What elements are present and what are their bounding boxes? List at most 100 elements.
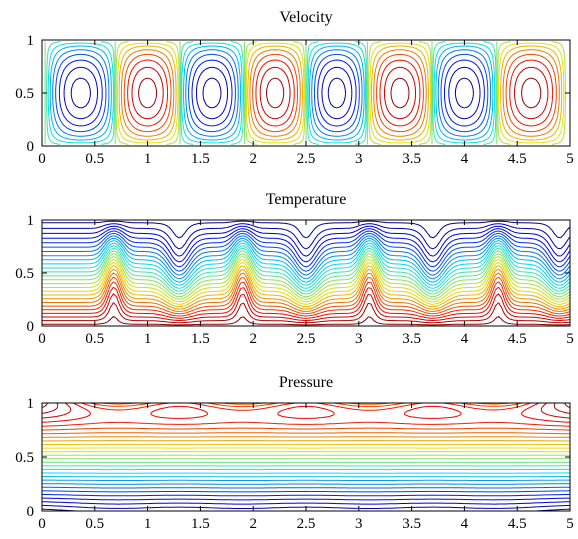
- pressure-contour-level: [42, 493, 570, 497]
- pressure-x-tick-label: 2.5: [297, 516, 316, 532]
- pressure-y-tick-label: 0.5: [15, 450, 34, 466]
- temperature-y-tick-label: 0.5: [15, 266, 34, 282]
- velocity-x-tick-label: 3.5: [402, 151, 421, 167]
- velocity-contour-level: [115, 41, 566, 145]
- velocity-contour-level: [49, 45, 494, 141]
- pressure-contour-level: [42, 483, 570, 485]
- temperature-y-tick-label: 1: [27, 213, 35, 229]
- pressure-contour-level: [42, 504, 570, 509]
- pressure-x-tick-label: 4: [461, 516, 469, 532]
- velocity-contour-level: [46, 41, 497, 145]
- pressure-contour-level: [42, 403, 570, 435]
- pressure-contour-level: [42, 403, 570, 419]
- temperature-x-tick-label: 0.5: [85, 331, 104, 347]
- velocity-contour-level: [118, 45, 563, 141]
- temperature-contour-level: [42, 293, 570, 321]
- temperature-contour-level: [42, 253, 570, 298]
- temperature-contour-level: [42, 237, 570, 280]
- pressure-contour-level: [42, 490, 570, 493]
- pressure-x-tick-label: 0: [38, 516, 46, 532]
- pressure-contour-level: [42, 486, 570, 489]
- pressure-contour-level: [42, 501, 570, 505]
- velocity-x-tick-label: 4.5: [508, 151, 527, 167]
- temperature-contour-level: [42, 247, 570, 292]
- velocity-x-tick-label: 5: [566, 151, 574, 167]
- temperature-x-tick-label: 5: [566, 331, 574, 347]
- velocity-x-tick-label: 0.5: [85, 151, 104, 167]
- temperature-contour-level: [42, 232, 570, 272]
- temperature-x-tick-label: 1: [144, 331, 152, 347]
- temperature-contour-level: [42, 228, 570, 263]
- velocity-contour-level: [63, 66, 481, 120]
- temperature-contours: [42, 220, 570, 326]
- velocity-x-tick-label: 2: [249, 151, 257, 167]
- velocity-y-tick-label: 0.5: [15, 86, 34, 102]
- temperature-contour-level: [42, 250, 570, 295]
- velocity-contour-level: [55, 53, 489, 133]
- velocity-contour-level: [120, 49, 560, 137]
- temperature-contour-level: [42, 258, 570, 303]
- velocity-contour-level: [52, 49, 492, 137]
- velocity-contour-level: [116, 42, 565, 144]
- velocity-contour-level: [44, 41, 498, 145]
- velocity-contour-level: [138, 77, 542, 109]
- velocity-contour-level: [127, 59, 554, 127]
- pressure-x-tick-label: 3.5: [402, 516, 421, 532]
- temperature-contour-level: [42, 223, 570, 250]
- temperature-x-tick-label: 3.5: [402, 331, 421, 347]
- temperature-y-tick-label: 0: [27, 319, 35, 335]
- temperature-contour-level: [42, 265, 570, 308]
- temperature-x-tick-label: 1.5: [191, 331, 210, 347]
- velocity-title: Velocity: [279, 9, 332, 26]
- pressure-title: Pressure: [279, 374, 333, 391]
- pressure-axes-frame: [41, 402, 571, 512]
- velocity-contour-level: [58, 59, 485, 127]
- temperature-contour-level: [42, 255, 570, 300]
- pressure-x-tick-label: 0.5: [85, 516, 104, 532]
- temperature-x-tick-label: 4: [461, 331, 469, 347]
- pressure-contour-level: [42, 403, 570, 414]
- temperature-contour-level: [42, 240, 570, 283]
- velocity-x-tick-label: 1: [144, 151, 152, 167]
- velocity-x-tick-label: 1.5: [191, 151, 210, 167]
- velocity-x-tick-label: 0: [38, 151, 46, 167]
- velocity-contours: [44, 41, 566, 145]
- pressure-contour-level: [42, 497, 570, 501]
- temperature-contour-level: [42, 242, 570, 286]
- temperature-panel: Temperature 0 0.5 1 1.5 2 2.5 3 3.5 4 4.5 5 0 0.5 1: [15, 191, 574, 347]
- velocity-contour-level: [123, 53, 557, 133]
- velocity-panel: Velocity 0 0.5 1 1.5 2 2.5 3 3.5 4 4.5 5 0 0.5 1: [15, 9, 574, 167]
- pressure-y-tick-label: 0: [27, 504, 35, 520]
- pressure-x-tick-label: 1.5: [191, 516, 210, 532]
- pressure-y-tick-label: 1: [27, 396, 35, 412]
- temperature-x-tick-label: 2.5: [297, 331, 316, 347]
- temperature-title: Temperature: [266, 191, 347, 208]
- pressure-x-tick-label: 1: [144, 516, 152, 532]
- velocity-contour-level: [70, 77, 474, 109]
- temperature-contour-level: [42, 245, 570, 289]
- pressure-panel: Pressure 0 0.5 1 1.5 2 2.5 3 3.5 4 4.5 5 0 0.5 1: [15, 374, 574, 532]
- velocity-x-tick-label: 3: [355, 151, 363, 167]
- temperature-contour-level: [42, 261, 570, 305]
- temperature-contour-level: [42, 315, 570, 326]
- velocity-x-tick-label: 4: [461, 151, 469, 167]
- pressure-x-tick-label: 4.5: [508, 516, 527, 532]
- pressure-contour-level: [42, 403, 570, 409]
- temperature-x-tick-label: 4.5: [508, 331, 527, 347]
- temperature-contour-level: [42, 286, 570, 319]
- velocity-contour-level: [47, 42, 496, 144]
- pressure-x-tick-label: 3: [355, 516, 363, 532]
- velocity-contour-level: [131, 66, 549, 120]
- pressure-x-tick-label: 5: [566, 516, 574, 532]
- temperature-contour-level: [42, 302, 570, 324]
- pressure-contour-level: [42, 403, 570, 427]
- temperature-contour-level: [42, 220, 570, 239]
- pressure-x-tick-label: 2: [249, 516, 257, 532]
- velocity-y-tick-label: 0: [27, 139, 35, 155]
- temperature-contour-level: [42, 235, 570, 276]
- temperature-x-tick-label: 2: [249, 331, 257, 347]
- temperature-contour-level: [42, 225, 570, 257]
- velocity-x-tick-label: 2.5: [297, 151, 316, 167]
- pressure-contour-level: [42, 436, 570, 438]
